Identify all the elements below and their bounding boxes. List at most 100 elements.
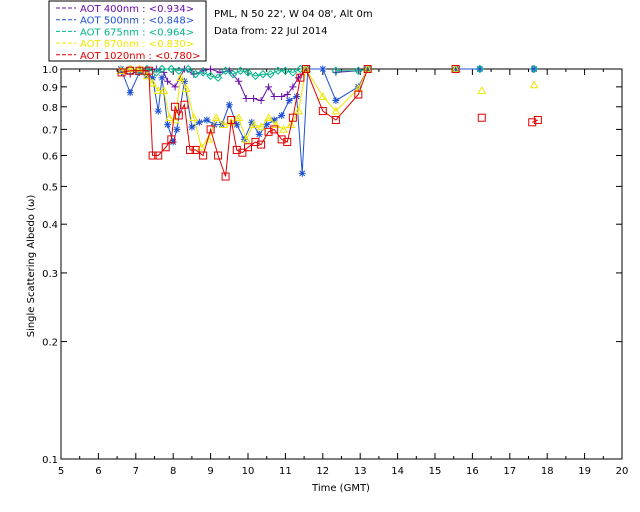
data-point (257, 97, 265, 105)
series-layer (116, 64, 542, 181)
data-point (195, 118, 203, 126)
y-tick-label: 0.1 (42, 455, 58, 466)
data-point (158, 74, 166, 82)
data-point (174, 66, 184, 75)
data-point (213, 73, 223, 82)
data-point (228, 69, 238, 79)
data-point (236, 66, 245, 75)
data-point (173, 125, 181, 133)
data-point (278, 93, 286, 101)
data-point (241, 134, 251, 143)
data-point (277, 135, 286, 144)
legend: AOT 400nm : <0.934>AOT 500nm : <0.848>AO… (56, 4, 200, 62)
data-point (250, 95, 258, 103)
data-point (354, 66, 363, 75)
x-tick-label: 15 (429, 466, 442, 477)
data-point (171, 102, 180, 111)
data-point (186, 145, 195, 154)
data-point (332, 97, 340, 105)
axis-ticks: 5 6 7 8 9 10 11 12 13 14 15 16 17 18 19 20 1.0 0.9 0.8 0.7 0… (42, 65, 628, 477)
data-point (210, 121, 218, 129)
data-point (248, 118, 256, 126)
data-point (243, 68, 253, 77)
data-point (529, 64, 539, 74)
data-point (281, 66, 290, 75)
data-point (529, 80, 539, 89)
x-tick-label: 18 (541, 466, 554, 477)
data-point (528, 118, 537, 127)
data-point (244, 143, 252, 152)
data-point (273, 66, 283, 75)
data-point (161, 143, 170, 152)
legend-item: AOT 870nm : <0.830> (80, 39, 194, 50)
data-point (285, 97, 293, 105)
data-point (354, 67, 362, 75)
data-point (238, 148, 247, 157)
x-tick-label: 12 (316, 466, 329, 477)
data-point (181, 84, 191, 93)
data-point (191, 69, 200, 79)
data-point (235, 77, 243, 85)
data-point (451, 64, 460, 73)
data-point (183, 64, 193, 74)
x-tick-label: 19 (578, 466, 591, 477)
data-point (354, 90, 363, 99)
x-tick-label: 16 (466, 466, 479, 477)
data-point (154, 151, 163, 160)
y-tick-label: 0.2 (42, 338, 58, 349)
data-point (232, 145, 241, 154)
data-point (152, 68, 161, 77)
data-point (264, 127, 273, 136)
data-point (189, 113, 199, 122)
x-tick-label: 6 (95, 466, 101, 477)
data-point (251, 71, 260, 81)
data-point (191, 145, 200, 154)
data-point (125, 64, 135, 73)
data-point (242, 95, 250, 103)
data-point (164, 121, 172, 129)
data-point (227, 115, 236, 124)
series-line (122, 69, 533, 101)
data-point (207, 65, 215, 73)
y-tick-label: 0.7 (42, 125, 58, 136)
y-tick-label: 0.4 (42, 220, 58, 231)
data-point (149, 74, 157, 82)
x-tick-label: 7 (133, 466, 139, 477)
data-point (148, 151, 157, 160)
data-point (475, 64, 485, 74)
data-point (283, 91, 291, 99)
data-point (233, 121, 241, 129)
data-point (288, 68, 298, 77)
y-tick-label: 0.3 (42, 269, 58, 280)
y-tick-label: 0.9 (42, 83, 58, 94)
legend-item: AOT 1020nm : <0.780> (80, 51, 200, 62)
data-point (221, 66, 230, 75)
y-tick-label: 0.8 (42, 103, 58, 114)
data-point (225, 101, 233, 109)
x-tick-label: 5 (58, 466, 64, 477)
data-point (159, 86, 169, 94)
data-point (363, 64, 373, 73)
data-point (271, 120, 281, 128)
data-point (148, 78, 157, 87)
data-point (255, 130, 263, 138)
data-point (294, 106, 303, 115)
data-point (266, 69, 275, 79)
data-point (477, 86, 487, 94)
data-point (279, 124, 288, 133)
x-tick-label: 10 (242, 466, 255, 477)
data-point (211, 113, 221, 122)
data-point (289, 83, 297, 91)
data-point (530, 65, 538, 73)
data-point (206, 71, 215, 81)
data-point (144, 66, 153, 75)
data-point (167, 64, 176, 74)
data-point (206, 125, 215, 134)
data-point (174, 111, 183, 120)
x-tick-label: 20 (616, 466, 629, 477)
data-point (117, 68, 126, 77)
data-point (278, 111, 286, 119)
data-point (116, 66, 126, 75)
date-info: Data from: 22 Jul 2014 (214, 26, 327, 37)
data-point (258, 69, 268, 79)
